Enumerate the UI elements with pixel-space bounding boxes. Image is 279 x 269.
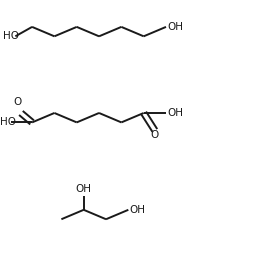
Text: OH: OH [167,108,183,118]
Text: OH: OH [130,205,146,215]
Text: O: O [13,97,21,107]
Text: HO: HO [3,31,19,41]
Text: HO: HO [0,117,16,128]
Text: O: O [151,130,159,140]
Text: OH: OH [167,22,183,32]
Text: OH: OH [76,184,92,194]
